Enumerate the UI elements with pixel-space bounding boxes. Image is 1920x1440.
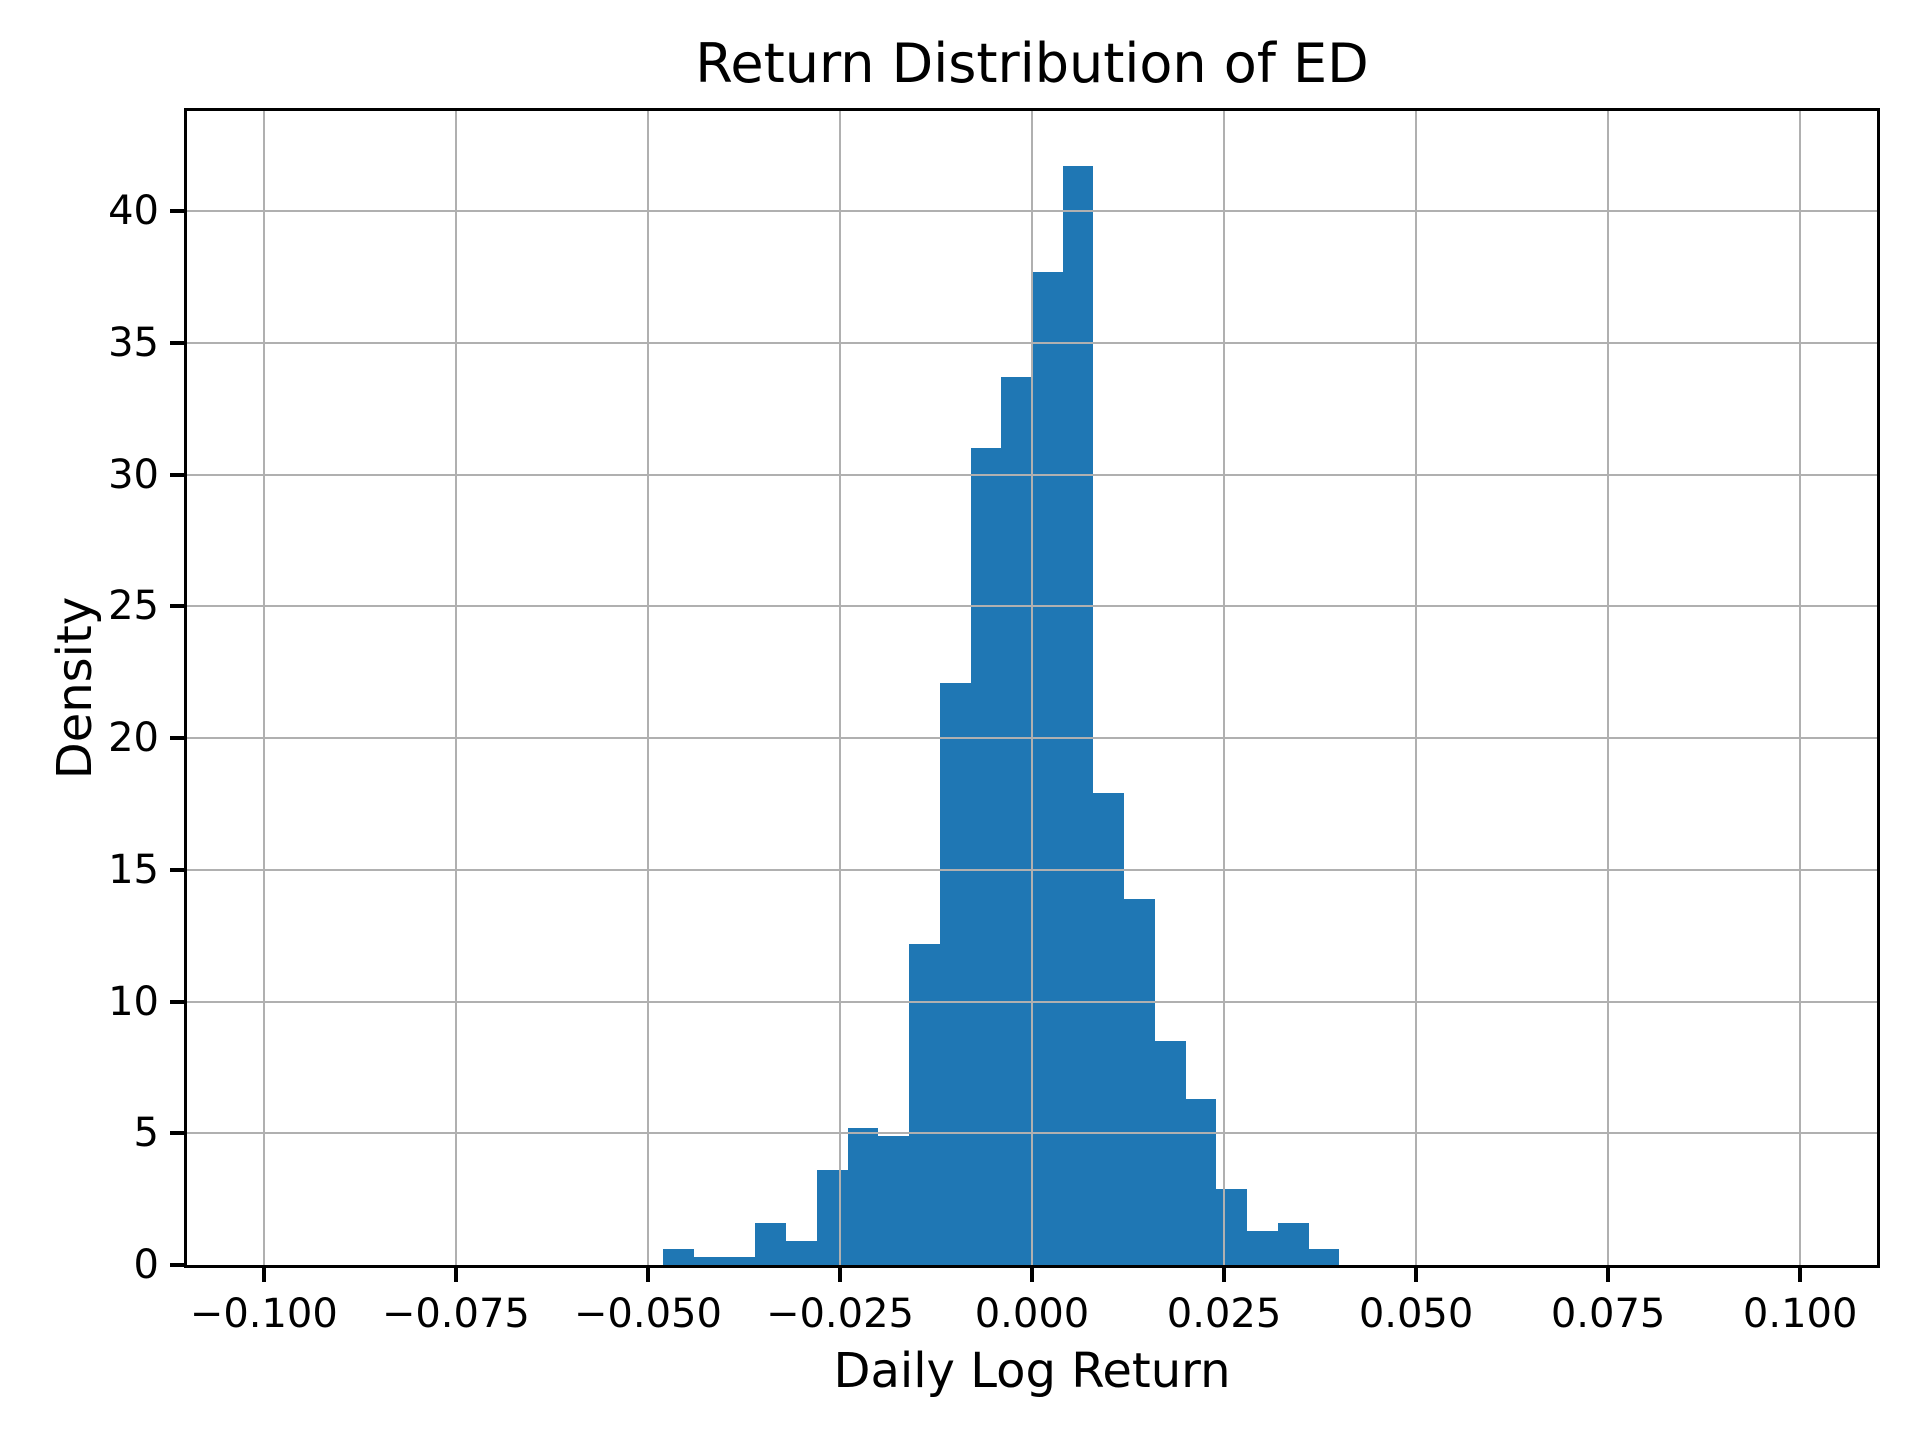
gridline-horizontal <box>187 1132 1877 1135</box>
histogram-bar <box>909 943 940 1265</box>
gridline-horizontal <box>187 210 1877 213</box>
x-tick-mark <box>645 1265 650 1282</box>
x-axis-label: Daily Log Return <box>833 1343 1231 1399</box>
gridline-vertical <box>1607 111 1610 1265</box>
x-tick-mark <box>453 1265 458 1282</box>
histogram-bar <box>694 1257 725 1265</box>
histogram-bar <box>970 448 1002 1265</box>
x-tick-label: 0.050 <box>1358 1291 1474 1337</box>
gridline-horizontal <box>187 341 1877 344</box>
histogram-bar <box>724 1257 756 1265</box>
histogram-bar <box>816 1170 848 1265</box>
y-tick-label: 5 <box>133 1110 159 1157</box>
y-tick-mark <box>170 472 187 477</box>
plot-area <box>187 111 1877 1265</box>
histogram-bar <box>878 1135 910 1265</box>
y-tick-label: 40 <box>108 188 159 235</box>
plot-frame <box>184 108 1880 1268</box>
histogram-bar <box>1308 1249 1340 1265</box>
histogram-bar <box>847 1127 879 1265</box>
gridline-horizontal <box>187 605 1877 608</box>
x-tick-mark <box>1030 1265 1034 1282</box>
x-tick-label: 0.000 <box>974 1291 1090 1337</box>
histogram-bar <box>786 1241 817 1265</box>
y-tick-mark <box>170 736 187 741</box>
histogram-bar <box>1216 1188 1248 1265</box>
y-tick-label: 0 <box>133 1242 159 1288</box>
x-tick-label: 0.100 <box>1742 1291 1858 1337</box>
gridline-vertical <box>646 111 649 1265</box>
histogram-bar <box>1062 166 1094 1265</box>
y-tick-label: 25 <box>108 583 159 630</box>
histogram-bar <box>1093 793 1125 1265</box>
gridline-horizontal <box>187 868 1877 871</box>
y-tick-mark <box>170 209 187 214</box>
y-tick-label: 35 <box>108 319 159 366</box>
y-tick-label: 30 <box>108 451 159 498</box>
y-tick-label: 20 <box>108 715 159 762</box>
x-tick-mark <box>837 1265 842 1282</box>
x-tick-label: −0.025 <box>765 1291 914 1337</box>
histogram-bar <box>1032 271 1063 1265</box>
gridline-vertical <box>838 111 841 1265</box>
histogram-bar <box>939 682 971 1265</box>
x-tick-label: 0.025 <box>1166 1291 1282 1337</box>
x-tick-mark <box>1222 1265 1227 1282</box>
x-tick-mark <box>261 1265 266 1282</box>
gridline-vertical <box>262 111 265 1265</box>
y-tick-mark <box>170 340 187 345</box>
histogram-bar <box>1124 898 1155 1265</box>
histogram-bar <box>663 1249 694 1265</box>
x-tick-label: −0.050 <box>573 1291 722 1337</box>
x-tick-label: −0.075 <box>381 1291 530 1337</box>
x-tick-label: −0.100 <box>189 1291 338 1337</box>
gridline-vertical <box>1415 111 1418 1265</box>
x-tick-mark <box>1606 1265 1611 1282</box>
gridline-vertical <box>1799 111 1802 1265</box>
gridline-vertical <box>454 111 457 1265</box>
histogram-bar <box>1001 377 1032 1265</box>
chart-title: Return Distribution of ED <box>695 32 1369 95</box>
histogram-bar <box>1154 1041 1186 1265</box>
y-tick-mark <box>170 1263 187 1267</box>
histogram-bar <box>1247 1230 1278 1265</box>
x-tick-label: 0.075 <box>1550 1291 1666 1337</box>
gridline-vertical <box>1031 111 1033 1265</box>
histogram-bar <box>1277 1222 1309 1265</box>
gridline-horizontal <box>187 473 1877 476</box>
histogram-bar <box>755 1222 787 1265</box>
gridline-vertical <box>1223 111 1226 1265</box>
y-tick-mark <box>170 867 187 872</box>
y-tick-mark <box>170 999 187 1004</box>
y-tick-mark <box>170 604 187 609</box>
y-tick-label: 10 <box>108 978 159 1025</box>
x-tick-mark <box>1798 1265 1803 1282</box>
gridline-horizontal <box>187 1000 1877 1003</box>
x-tick-mark <box>1414 1265 1419 1282</box>
histogram-bar <box>1185 1099 1217 1265</box>
y-tick-label: 15 <box>108 846 159 893</box>
y-tick-mark <box>170 1131 187 1136</box>
gridline-horizontal <box>187 737 1877 740</box>
